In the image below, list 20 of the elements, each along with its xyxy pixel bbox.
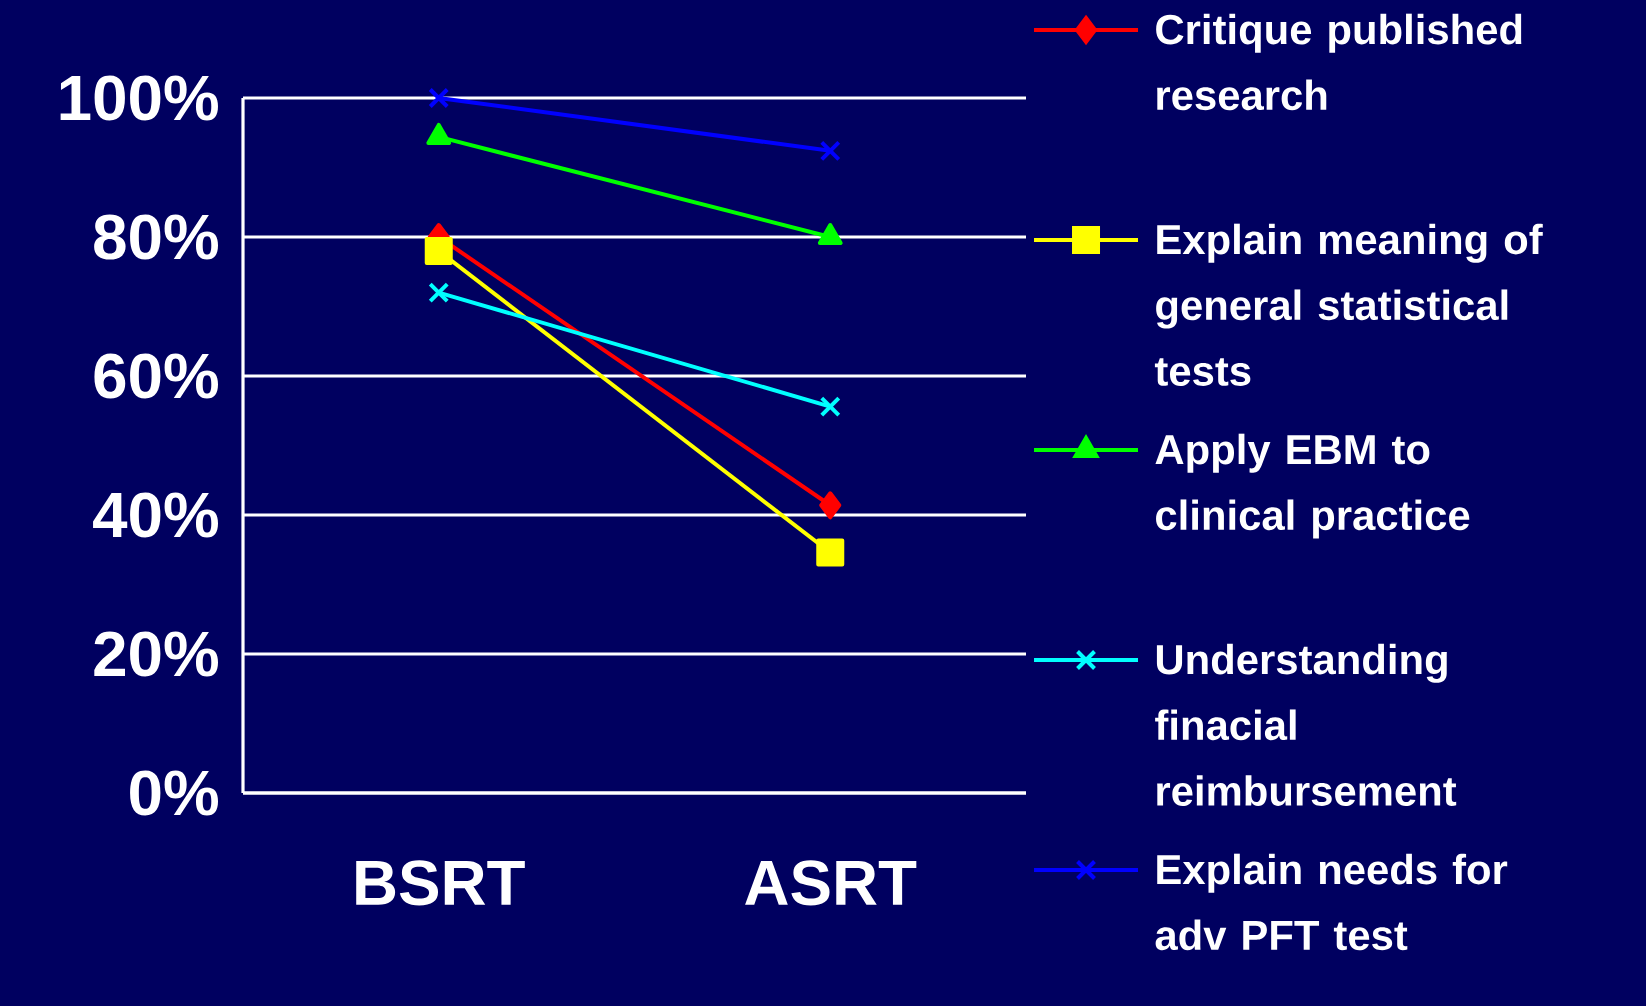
y-tick-label: 100%	[60, 75, 218, 121]
legend-label: Understanding finacial reimbursement	[1155, 643, 1457, 806]
legend-label: Critique published research	[1156, 13, 1522, 111]
x-tick-label: BSRT	[356, 860, 525, 906]
legend-label: Explain needs for adv PFT test	[1155, 853, 1508, 951]
point	[428, 282, 450, 304]
legend-label: Apply EBM to clinical practice	[1155, 433, 1470, 539]
point	[819, 491, 842, 520]
x-tick-label: ASRT	[745, 860, 917, 906]
y-tick-label: 80%	[94, 214, 218, 260]
point	[428, 87, 450, 109]
point	[424, 236, 453, 265]
y-tick-label: 60%	[94, 353, 218, 399]
y-tick-label: 40%	[93, 492, 218, 538]
point	[819, 140, 841, 162]
point	[816, 538, 845, 567]
y-tick-label: 0%	[130, 770, 218, 816]
y-tick-label: 20%	[94, 631, 218, 677]
point	[819, 396, 841, 418]
legend-label: Explain meaning of general statistical tests	[1154, 223, 1543, 386]
